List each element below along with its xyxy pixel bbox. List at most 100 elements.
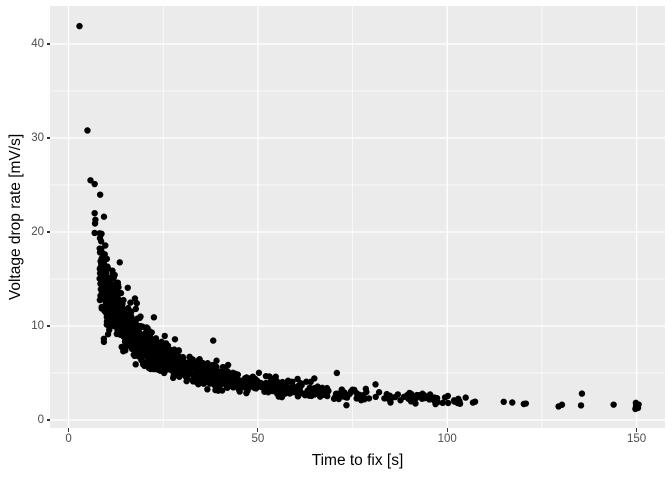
data-point (138, 323, 145, 330)
data-point (144, 357, 152, 364)
data-point (177, 361, 185, 368)
data-point (106, 326, 113, 334)
data-point (126, 339, 134, 347)
data-point (338, 386, 345, 393)
data-point (287, 388, 295, 396)
x-tick-label: 0 (65, 433, 72, 445)
data-point (156, 341, 164, 349)
y-axis-title: Voltage drop rate [mV/s] (7, 133, 24, 301)
data-point (257, 379, 265, 387)
data-point (635, 401, 642, 408)
data-point (151, 365, 159, 373)
data-point (115, 290, 122, 297)
y-tick-mark (46, 325, 50, 327)
data-point (303, 378, 310, 385)
data-point (509, 399, 516, 406)
data-point (132, 338, 139, 346)
data-point (284, 377, 292, 384)
x-tick-label: 100 (437, 433, 457, 445)
data-point (189, 356, 196, 363)
data-point (96, 191, 104, 198)
data-point (109, 267, 116, 274)
data-point (116, 259, 123, 266)
data-point (522, 400, 530, 407)
data-point (169, 374, 177, 382)
data-point (420, 391, 428, 399)
data-point (319, 384, 326, 392)
data-point (115, 320, 122, 327)
data-point (101, 274, 108, 282)
data-point (96, 265, 104, 273)
data-point (298, 382, 305, 389)
data-point (204, 386, 211, 393)
y-tick-label: 0 (37, 414, 44, 426)
data-point (120, 348, 127, 355)
plot-panel (50, 6, 665, 428)
data-point (148, 340, 155, 347)
y-tick-mark (46, 231, 50, 233)
data-point (353, 395, 360, 402)
data-point (91, 220, 99, 227)
data-point (116, 311, 124, 319)
data-point (194, 375, 201, 382)
data-point (577, 402, 585, 409)
data-point (255, 369, 263, 377)
data-point (469, 399, 477, 406)
data-point (240, 377, 247, 384)
data-point (154, 359, 162, 366)
data-point (99, 256, 106, 263)
data-point (343, 394, 350, 401)
data-point (131, 295, 139, 302)
data-point (104, 315, 112, 323)
data-point (177, 366, 185, 373)
x-tick-label: 150 (627, 433, 647, 445)
data-point (175, 353, 183, 360)
y-tick-label: 40 (31, 37, 44, 50)
data-point (145, 345, 152, 352)
data-point (394, 391, 402, 398)
data-point (331, 394, 339, 401)
x-tick-mark (446, 428, 448, 432)
x-tick-mark (67, 428, 70, 432)
data-point (132, 361, 139, 368)
data-point (109, 315, 116, 323)
data-point (243, 389, 250, 397)
data-point (266, 387, 273, 394)
data-point (206, 380, 214, 387)
data-point (91, 209, 98, 217)
data-point (109, 321, 116, 329)
data-point (292, 384, 300, 391)
data-point (100, 213, 108, 220)
data-point (171, 336, 179, 343)
data-point (280, 386, 288, 393)
data-point (444, 399, 452, 407)
data-point (432, 395, 440, 402)
data-point (266, 373, 273, 380)
x-axis-title: Time to fix [s] (311, 452, 404, 469)
data-point (262, 383, 269, 391)
x-tick-mark (257, 428, 259, 432)
data-point (406, 389, 413, 397)
data-point (161, 332, 168, 340)
data-point (146, 327, 153, 335)
data-point (184, 370, 191, 377)
data-point (426, 391, 434, 398)
data-point (166, 346, 174, 353)
data-point (610, 401, 617, 408)
y-tick-mark (46, 43, 50, 45)
data-point (632, 405, 639, 413)
data-point (87, 177, 94, 184)
data-point (375, 389, 383, 396)
y-tick-label: 10 (31, 320, 44, 332)
data-point (251, 375, 259, 383)
data-point (381, 395, 388, 402)
data-point (231, 382, 238, 389)
data-point (197, 360, 204, 367)
data-point (190, 364, 198, 371)
data-point (167, 362, 175, 369)
data-point (210, 337, 217, 344)
data-point (100, 338, 108, 346)
data-point (409, 394, 416, 402)
data-point (221, 365, 229, 372)
data-point (426, 396, 433, 403)
